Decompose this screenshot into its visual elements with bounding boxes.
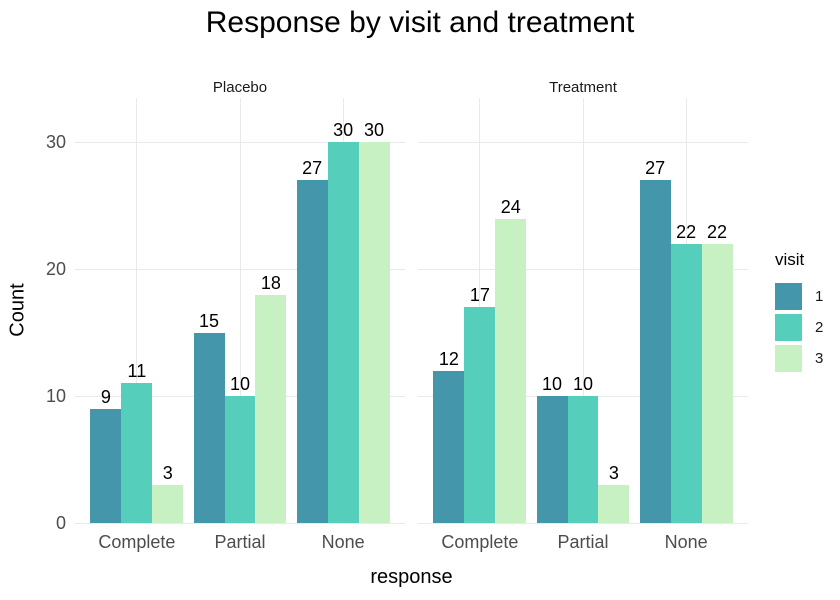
x-tick-none: None	[321, 532, 365, 552]
x-axis-title: response	[370, 566, 453, 588]
legend-swatch-visit-3	[775, 345, 802, 372]
legend-label-visit-1: 1	[815, 288, 824, 305]
bar-placebo-partial-visit3	[255, 294, 287, 523]
bar-placebo-partial-visit1	[193, 332, 225, 523]
bar-value-label: 24	[500, 196, 521, 217]
legend-swatch-visit-2	[775, 314, 802, 341]
bar-value-label: 3	[162, 462, 173, 483]
bar-treatment-partial-visit3	[598, 484, 630, 523]
bar-value-label: 10	[572, 374, 594, 395]
bar-treatment-none-visit3	[701, 243, 733, 523]
y-axis-title: Count	[6, 283, 29, 337]
bar-treatment-partial-visit1	[536, 396, 568, 523]
bar-placebo-complete-visit1	[90, 408, 122, 523]
facet-strip-treatment: Treatment	[549, 79, 617, 96]
bar-treatment-none-visit2	[670, 243, 702, 523]
legend-item-visit-3: 3	[775, 345, 839, 372]
bar-value-label: 27	[302, 158, 323, 179]
bar-treatment-partial-visit2	[567, 396, 599, 523]
bar-placebo-complete-visit2	[121, 383, 153, 523]
bar-value-label: 3	[608, 462, 619, 483]
chart-title: Response by visit and treatment	[205, 6, 635, 39]
bar-treatment-complete-visit2	[464, 307, 496, 523]
bar-treatment-complete-visit1	[433, 370, 465, 523]
panel-placebo: 9 15 27 11 10 30 3 18 30	[75, 98, 405, 524]
bar-value-label: 9	[100, 386, 111, 407]
legend-items: 1 2 3	[775, 283, 839, 372]
y-tick-0: 0	[55, 513, 66, 533]
bar-value-label: 12	[438, 348, 459, 369]
gridline-x-partial	[239, 98, 241, 523]
bar-value-label: 18	[260, 272, 281, 293]
y-tick-30: 30	[45, 132, 66, 153]
x-tick-partial: Partial	[557, 532, 609, 552]
x-tick-complete: Complete	[441, 532, 519, 552]
legend-item-visit-2: 2	[775, 314, 839, 341]
x-tick-complete: Complete	[98, 532, 176, 552]
legend-swatch-visit-1	[775, 283, 802, 310]
bar-value-label: 15	[199, 310, 220, 331]
gridline-y-0	[75, 522, 405, 524]
panel-treatment: 12 10 27 17 10 22 24 3 22	[418, 98, 748, 524]
legend-label-visit-3: 3	[815, 350, 824, 367]
legend: visit 1 2 3	[775, 250, 839, 376]
bar-value-label: 22	[676, 221, 697, 242]
bar-value-label: 10	[229, 374, 251, 395]
facet-strip-placebo: Placebo	[212, 79, 268, 96]
x-tick-none: None	[664, 532, 708, 552]
bar-treatment-none-visit1	[639, 180, 671, 523]
bar-value-label: 17	[469, 285, 490, 306]
legend-title: visit	[775, 250, 805, 269]
y-tick-20: 20	[45, 259, 66, 280]
gridline-x-complete	[136, 98, 138, 523]
bar-placebo-partial-visit2	[224, 396, 256, 523]
bar-placebo-complete-visit3	[152, 484, 184, 523]
bar-value-label: 10	[542, 374, 563, 395]
bar-placebo-none-visit3	[358, 142, 390, 523]
bar-placebo-none-visit1	[296, 180, 328, 523]
bar-placebo-none-visit2	[327, 142, 359, 523]
bar-value-label: 11	[127, 361, 147, 382]
bar-value-label: 30	[364, 120, 385, 141]
bar-value-label: 22	[707, 221, 728, 242]
bar-value-label: 30	[333, 120, 354, 141]
gridline-x-partial	[582, 98, 584, 523]
bar-value-label: 27	[645, 158, 666, 179]
gridline-y-0	[418, 522, 748, 524]
bar-treatment-complete-visit3	[495, 218, 527, 523]
x-tick-partial: Partial	[214, 532, 266, 552]
legend-item-visit-1: 1	[775, 283, 839, 310]
legend-label-visit-2: 2	[815, 319, 824, 336]
y-tick-10: 10	[45, 386, 66, 407]
